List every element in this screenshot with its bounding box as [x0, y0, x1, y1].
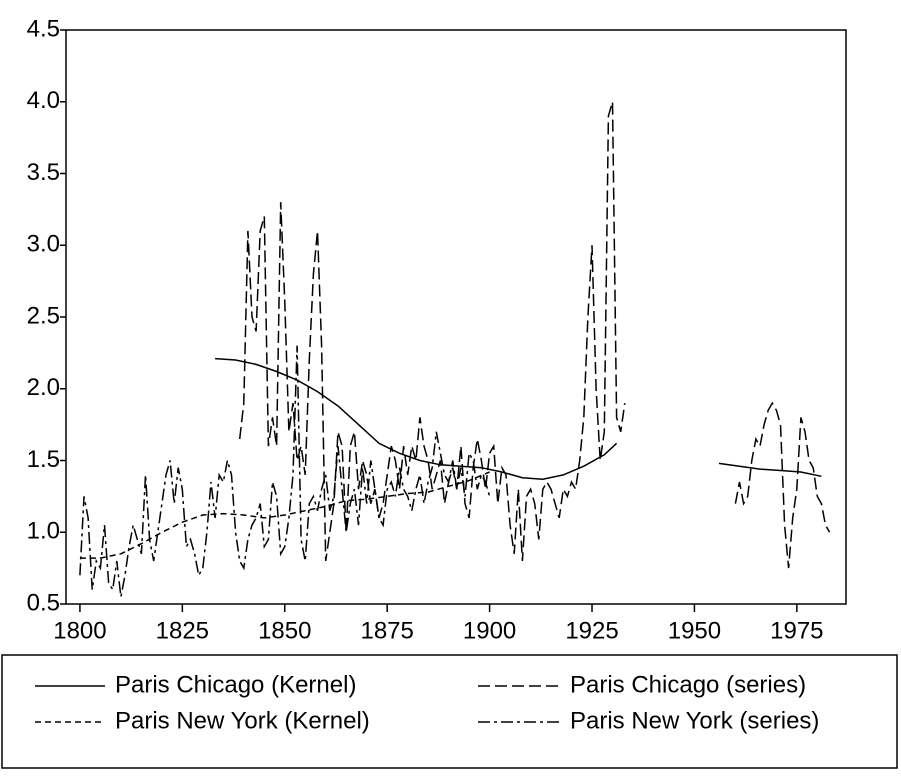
legend-label: Paris New York (series) [570, 707, 819, 734]
series-line [79, 345, 491, 597]
y-tick-label: 3.0 [27, 231, 60, 258]
x-tick-label: 1875 [360, 617, 413, 644]
plot-frame [65, 29, 847, 605]
y-tick-label: 1.5 [27, 446, 60, 473]
x-tick-label: 1975 [770, 617, 823, 644]
x-tick-label: 1900 [463, 617, 516, 644]
y-tick-label: 0.5 [27, 589, 60, 616]
x-tick-label: 1950 [668, 617, 721, 644]
y-tick-label: 2.5 [27, 302, 60, 329]
x-tick-label: 1925 [565, 617, 618, 644]
legend-label: Paris Chicago (Kernel) [115, 671, 356, 698]
x-tick-label: 1825 [156, 617, 209, 644]
legend-label: Paris Chicago (series) [570, 671, 806, 698]
series-line [79, 471, 490, 559]
series-line [215, 357, 822, 480]
x-tick-label: 1850 [258, 617, 311, 644]
y-tick-label: 4.0 [27, 87, 60, 114]
series-line [238, 101, 831, 569]
y-tick-label: 3.5 [27, 159, 60, 186]
legend-box [1, 654, 898, 769]
x-tick-label: 1800 [53, 617, 106, 644]
legend-label: Paris New York (Kernel) [115, 707, 370, 734]
y-tick-label: 2.0 [27, 374, 60, 401]
y-tick-label: 1.0 [27, 518, 60, 545]
y-tick-label: 4.5 [27, 15, 60, 42]
